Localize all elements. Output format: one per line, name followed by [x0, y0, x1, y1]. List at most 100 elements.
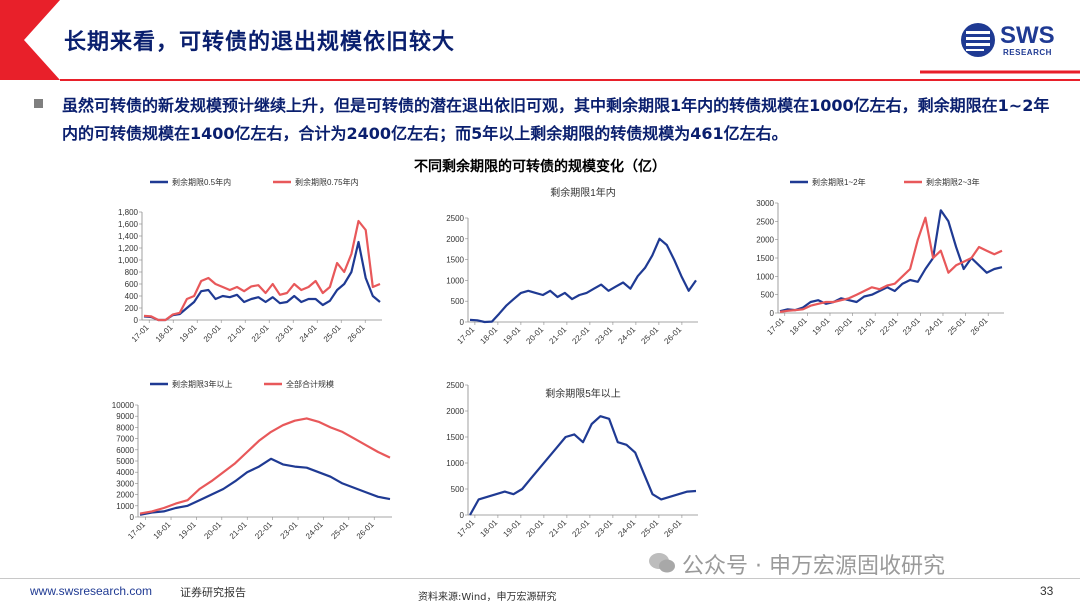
x-tick-label: 23-01 — [593, 518, 614, 539]
x-tick-label: 18-01 — [788, 316, 809, 337]
x-tick-label: 20-01 — [202, 323, 223, 344]
y-tick-label: 1000 — [446, 276, 464, 285]
x-tick-label: 25-01 — [329, 520, 350, 541]
y-tick-label: 1500 — [756, 254, 774, 263]
y-tick-label: 600 — [125, 280, 139, 289]
x-tick-label: 26-01 — [346, 323, 367, 344]
y-tick-label: 500 — [761, 291, 775, 300]
y-tick-label: 6000 — [116, 446, 134, 455]
x-tick-label: 24-01 — [298, 323, 319, 344]
y-tick-label: 1,400 — [118, 232, 139, 241]
x-tick-label: 21-01 — [856, 316, 877, 337]
legend-label: 剩余期限0.5年内 — [172, 177, 231, 187]
chart-1yr: 剩余期限1年内 2500 2000 1500 1000 500 0 17-01 18-01 19-… — [430, 180, 710, 360]
x-tick-label: 26-01 — [355, 520, 376, 541]
x-tick-label: 21-01 — [547, 518, 568, 539]
legend-item: 剩余期限0.5年内 — [150, 177, 231, 187]
y-tick-label: 3000 — [116, 479, 134, 488]
x-tick-label: 21-01 — [547, 325, 568, 346]
watermark-label: 公众号 · 申万宏源固收研究 — [682, 554, 945, 579]
y-tick-label: 9000 — [116, 412, 134, 421]
y-tick-label: 800 — [125, 268, 139, 277]
chart-svg: 剩余期限1~2年 剩余期限2~3年 3000 2500 2000 1500 1000 500 0… — [756, 177, 1004, 337]
y-tick-label: 1500 — [446, 433, 464, 442]
x-tick-label: 21-01 — [228, 520, 249, 541]
page-title: 长期来看，可转债的退出规模依旧较大 — [64, 30, 456, 55]
sws-logo-icon — [961, 23, 995, 57]
footer-doc-type: 证券研究报告 — [180, 586, 246, 599]
y-tick-label: 500 — [451, 297, 465, 306]
series-line — [779, 209, 1003, 313]
x-tick-label: 17-01 — [130, 323, 151, 344]
footer-website-link[interactable]: www.swsresearch.com — [30, 584, 153, 598]
series-line — [139, 417, 391, 515]
chart-svg: 剩余期限0.5年内 剩余期限0.75年内 1,800 1,600 1,400 1,200 1… — [118, 177, 382, 344]
y-tick-label: 1,800 — [118, 208, 139, 217]
y-tick-label: 1,600 — [118, 220, 139, 229]
x-tick-label: 22-01 — [878, 316, 899, 337]
legend-label: 剩余期限2~3年 — [926, 177, 980, 187]
x-tick-label: 19-01 — [501, 325, 522, 346]
y-tick-label: 2000 — [756, 236, 774, 245]
y-tick-label: 1,200 — [118, 244, 139, 253]
x-tick-label: 18-01 — [154, 323, 175, 344]
y-tick-label: 1000 — [756, 272, 774, 281]
footer-source: 资料来源:Wind，申万宏源研究 — [418, 592, 557, 603]
page-number: 33 — [1040, 584, 1054, 598]
series-line — [469, 415, 697, 516]
x-tick-label: 22-01 — [253, 520, 274, 541]
x-tick-label: 23-01 — [593, 325, 614, 346]
x-tick-label: 20-01 — [833, 316, 854, 337]
x-tick-label: 21-01 — [226, 323, 247, 344]
chart-svg: 剩余期限3年以上 全部合计规模10000900080007000600050004… — [112, 379, 392, 541]
x-tick-label: 25-01 — [322, 323, 343, 344]
y-tick-label: 200 — [125, 304, 139, 313]
chart-title: 剩余期限1年内 — [550, 186, 616, 199]
y-tick-label: 1500 — [446, 256, 464, 265]
x-tick-label: 19-01 — [501, 518, 522, 539]
legend-label: 全部合计规模 — [286, 379, 334, 389]
x-tick-label: 20-01 — [524, 325, 545, 346]
y-tick-label: 0 — [130, 513, 135, 522]
y-tick-label: 7000 — [116, 435, 134, 444]
logo-text: SWS — [1000, 22, 1055, 49]
x-tick-label: 24-01 — [924, 316, 945, 337]
x-tick-label: 26-01 — [662, 518, 683, 539]
watermark-text: 公众号 · 申万宏源固收研究 — [682, 548, 945, 580]
x-tick-label: 26-01 — [662, 325, 683, 346]
x-tick-label: 20-01 — [202, 520, 223, 541]
x-tick-label: 19-01 — [811, 316, 832, 337]
y-tick-label: 1000 — [116, 502, 134, 511]
y-tick-label: 500 — [451, 485, 465, 494]
y-tick-label: 2000 — [116, 491, 134, 500]
chart-3yr-total: 剩余期限3年以上 全部合计规模 10000 9000 8000 7000 6000 5000 4… — [100, 372, 400, 557]
series-line — [143, 240, 381, 322]
x-tick-label: 17-01 — [455, 518, 476, 539]
x-tick-label: 18-01 — [478, 518, 499, 539]
chart-title: 剩余期限5年以上 — [545, 387, 621, 400]
header-banner — [0, 0, 1080, 81]
x-tick-label: 17-01 — [765, 316, 786, 337]
y-tick-label: 400 — [125, 292, 139, 301]
legend-label: 剩余期限0.75年内 — [295, 177, 359, 187]
legend-item: 全部合计规模 — [264, 379, 334, 389]
legend-label: 剩余期限3年以上 — [172, 379, 232, 389]
y-tick-label: 2000 — [446, 235, 464, 244]
y-tick-label: 2500 — [756, 217, 774, 226]
x-tick-label: 24-01 — [616, 518, 637, 539]
x-tick-label: 19-01 — [178, 323, 199, 344]
x-tick-label: 23-01 — [901, 316, 922, 337]
x-tick-label: 18-01 — [152, 520, 173, 541]
x-tick-label: 24-01 — [616, 325, 637, 346]
y-tick-label: 0 — [770, 309, 775, 318]
red-wedge-decoration — [0, 0, 60, 80]
footer-divider — [0, 578, 1080, 579]
series-line — [143, 219, 381, 322]
x-tick-label: 17-01 — [126, 520, 147, 541]
x-tick-label: 22-01 — [570, 325, 591, 346]
y-tick-label: 1,000 — [118, 256, 139, 265]
legend-item: 剩余期限3年以上 — [150, 379, 232, 389]
x-tick-label: 18-01 — [478, 325, 499, 346]
x-tick-label: 17-01 — [455, 325, 476, 346]
x-tick-label: 23-01 — [274, 323, 295, 344]
